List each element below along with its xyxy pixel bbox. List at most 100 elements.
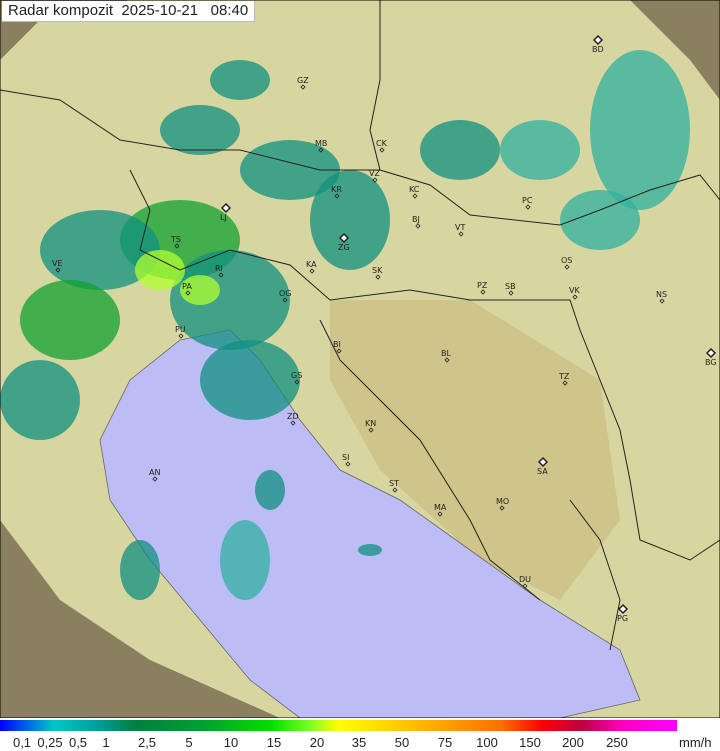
city-marker <box>174 243 180 249</box>
legend-tick: 15 <box>266 735 282 750</box>
city-marker <box>152 476 158 482</box>
radar-site-marker <box>537 456 549 468</box>
city-label: VT <box>455 223 465 232</box>
legend-tick: 250 <box>606 735 628 750</box>
radar-site-marker <box>592 34 604 46</box>
city-marker <box>412 193 418 199</box>
legend-tick: 1 <box>102 735 110 750</box>
city-label: VZ <box>369 169 380 178</box>
city-label: RI <box>215 264 223 273</box>
legend-tick: 50 <box>394 735 410 750</box>
precipitation-cell <box>210 60 270 100</box>
city-labels: GZ BD MB CK VZ KR KC LJ BJ PC TS ZG VT KA SK OS VE RI PA OG… <box>52 34 717 623</box>
precipitation-cell <box>40 210 160 290</box>
precipitation-cell <box>255 470 285 510</box>
city-marker <box>375 274 381 280</box>
city-label: AN <box>149 468 160 477</box>
city-label: SK <box>372 266 383 275</box>
city-label: SA <box>537 467 548 476</box>
legend-tick: 150 <box>519 735 541 750</box>
precipitation-cell <box>20 280 120 360</box>
city-marker <box>415 223 421 229</box>
city-label: BG <box>705 358 717 367</box>
city-marker <box>444 357 450 363</box>
precipitation-cell <box>420 120 500 180</box>
city-label: LJ <box>220 213 227 222</box>
precipitation-cell <box>200 340 300 420</box>
city-label: ZD <box>287 412 299 421</box>
city-label: GS <box>291 371 302 380</box>
city-label: MA <box>434 503 447 512</box>
city-marker <box>290 420 296 426</box>
city-marker <box>437 511 443 517</box>
city-marker <box>499 505 505 511</box>
time: 08:40 <box>210 2 249 19</box>
land-relief <box>330 300 620 600</box>
city-label: NS <box>656 290 667 299</box>
city-marker <box>372 177 378 183</box>
precipitation-cell <box>500 120 580 180</box>
city-label: PA <box>182 282 192 291</box>
city-marker <box>392 487 398 493</box>
city-label: KN <box>365 419 376 428</box>
legend-tick: 200 <box>562 735 584 750</box>
city-label: TS <box>170 235 181 244</box>
city-marker <box>562 380 568 386</box>
legend-tick: 0,1 <box>12 735 32 750</box>
precipitation-cell <box>220 520 270 600</box>
city-label: TZ <box>558 372 570 381</box>
city-marker <box>282 297 288 303</box>
precipitation-cell <box>560 190 640 250</box>
city-marker <box>185 290 191 296</box>
city-label: MB <box>315 139 327 148</box>
city-label: GZ <box>297 76 309 85</box>
city-marker <box>178 333 184 339</box>
city-marker <box>564 264 570 270</box>
legend-tick: 35 <box>351 735 367 750</box>
radar-site-marker <box>617 603 629 615</box>
precipitation-cell <box>160 105 240 155</box>
city-label: KA <box>306 260 317 269</box>
precipitation-cell <box>358 544 382 556</box>
legend-ticks: 0,1 0,25 0,5 1 2,5 5 10 15 20 35 50 75 100 150 200 250 <box>0 735 720 751</box>
city-label: PG <box>617 614 628 623</box>
city-label: KR <box>331 185 342 194</box>
legend-tick: 0,5 <box>68 735 88 750</box>
city-marker <box>522 583 528 589</box>
date: 2025-10-21 <box>121 2 199 19</box>
legend-tick: 20 <box>309 735 325 750</box>
product-name: Radar kompozit <box>8 2 114 19</box>
city-marker <box>525 204 531 210</box>
city-marker <box>659 298 665 304</box>
legend-tick: 75 <box>437 735 453 750</box>
city-label: VK <box>569 286 580 295</box>
city-marker <box>300 84 306 90</box>
city-label: MO <box>496 497 509 506</box>
city-label: DU <box>519 575 531 584</box>
city-marker <box>345 461 351 467</box>
adriatic-sea <box>99 329 641 718</box>
precipitation-cell <box>590 50 690 210</box>
city-marker <box>572 294 578 300</box>
legend-tick: 0,25 <box>37 735 63 750</box>
city-label: KC <box>409 185 420 194</box>
country-borders <box>0 0 720 651</box>
legend-unit: mm/h <box>679 735 712 750</box>
precipitation-cell <box>240 140 340 200</box>
city-label: ST <box>389 479 399 488</box>
city-label: PZ <box>477 281 488 290</box>
radar-site-marker <box>338 232 350 244</box>
city-marker <box>368 427 374 433</box>
city-label: CK <box>376 139 388 148</box>
city-marker <box>508 290 514 296</box>
city-label: ZG <box>338 243 350 252</box>
city-marker <box>218 272 224 278</box>
city-label: OG <box>279 289 292 298</box>
city-marker <box>55 267 61 273</box>
city-label: PU <box>175 325 186 334</box>
city-label: VE <box>52 259 63 268</box>
precipitation-cell <box>135 250 185 290</box>
city-label: PC <box>522 196 533 205</box>
city-marker <box>336 348 342 354</box>
city-label: BI <box>333 340 341 349</box>
